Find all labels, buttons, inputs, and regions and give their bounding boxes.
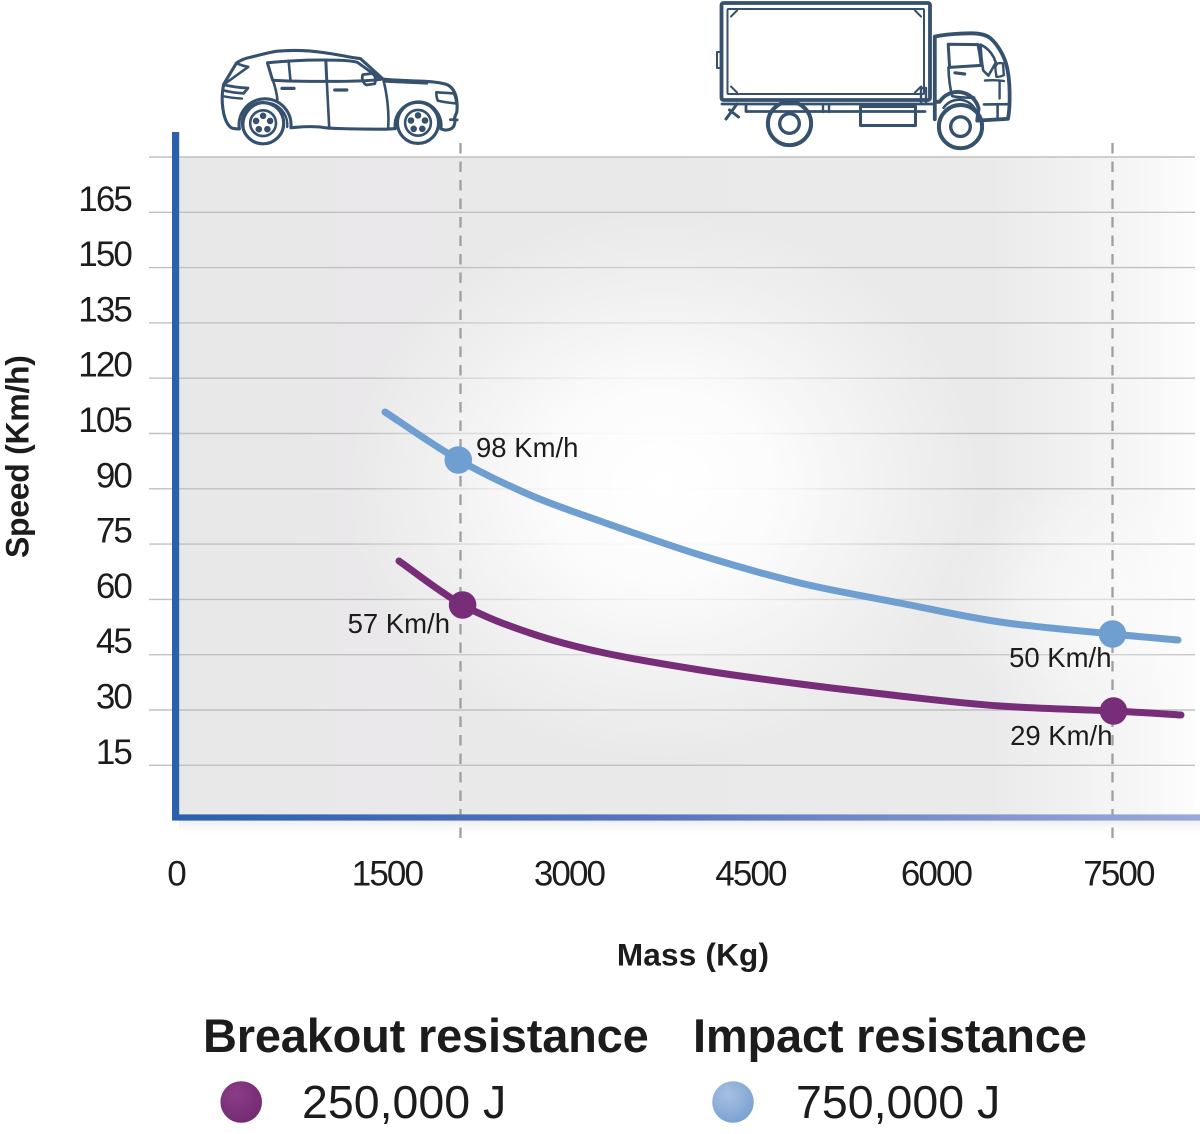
svg-text:Speed (Km/h): Speed (Km/h)	[0, 355, 36, 558]
svg-text:3000: 3000	[534, 855, 606, 894]
svg-text:45: 45	[96, 622, 132, 661]
svg-text:6000: 6000	[901, 855, 973, 894]
svg-text:57 Km/h: 57 Km/h	[348, 608, 450, 639]
svg-text:15: 15	[96, 733, 132, 772]
svg-text:98 Km/h: 98 Km/h	[476, 432, 578, 463]
svg-text:29 Km/h: 29 Km/h	[1010, 720, 1112, 751]
svg-text:135: 135	[78, 290, 131, 329]
svg-text:120: 120	[78, 346, 132, 385]
svg-text:Impact resistance: Impact resistance	[693, 1009, 1087, 1062]
svg-text:4500: 4500	[715, 855, 787, 894]
svg-text:Breakout resistance: Breakout resistance	[203, 1009, 649, 1062]
svg-text:0: 0	[167, 855, 186, 894]
svg-text:Mass (Kg): Mass (Kg)	[617, 937, 769, 973]
svg-text:150: 150	[78, 235, 132, 274]
svg-text:90: 90	[96, 456, 133, 495]
svg-text:50 Km/h: 50 Km/h	[1009, 642, 1111, 673]
svg-text:7500: 7500	[1083, 855, 1155, 894]
svg-text:165: 165	[78, 180, 131, 219]
svg-text:750,000 J: 750,000 J	[796, 1076, 1000, 1128]
svg-text:1500: 1500	[352, 855, 424, 894]
svg-text:75: 75	[96, 512, 132, 551]
svg-text:105: 105	[78, 401, 131, 440]
svg-text:60: 60	[96, 567, 133, 606]
svg-text:30: 30	[96, 678, 133, 717]
svg-text:250,000 J: 250,000 J	[302, 1076, 506, 1128]
